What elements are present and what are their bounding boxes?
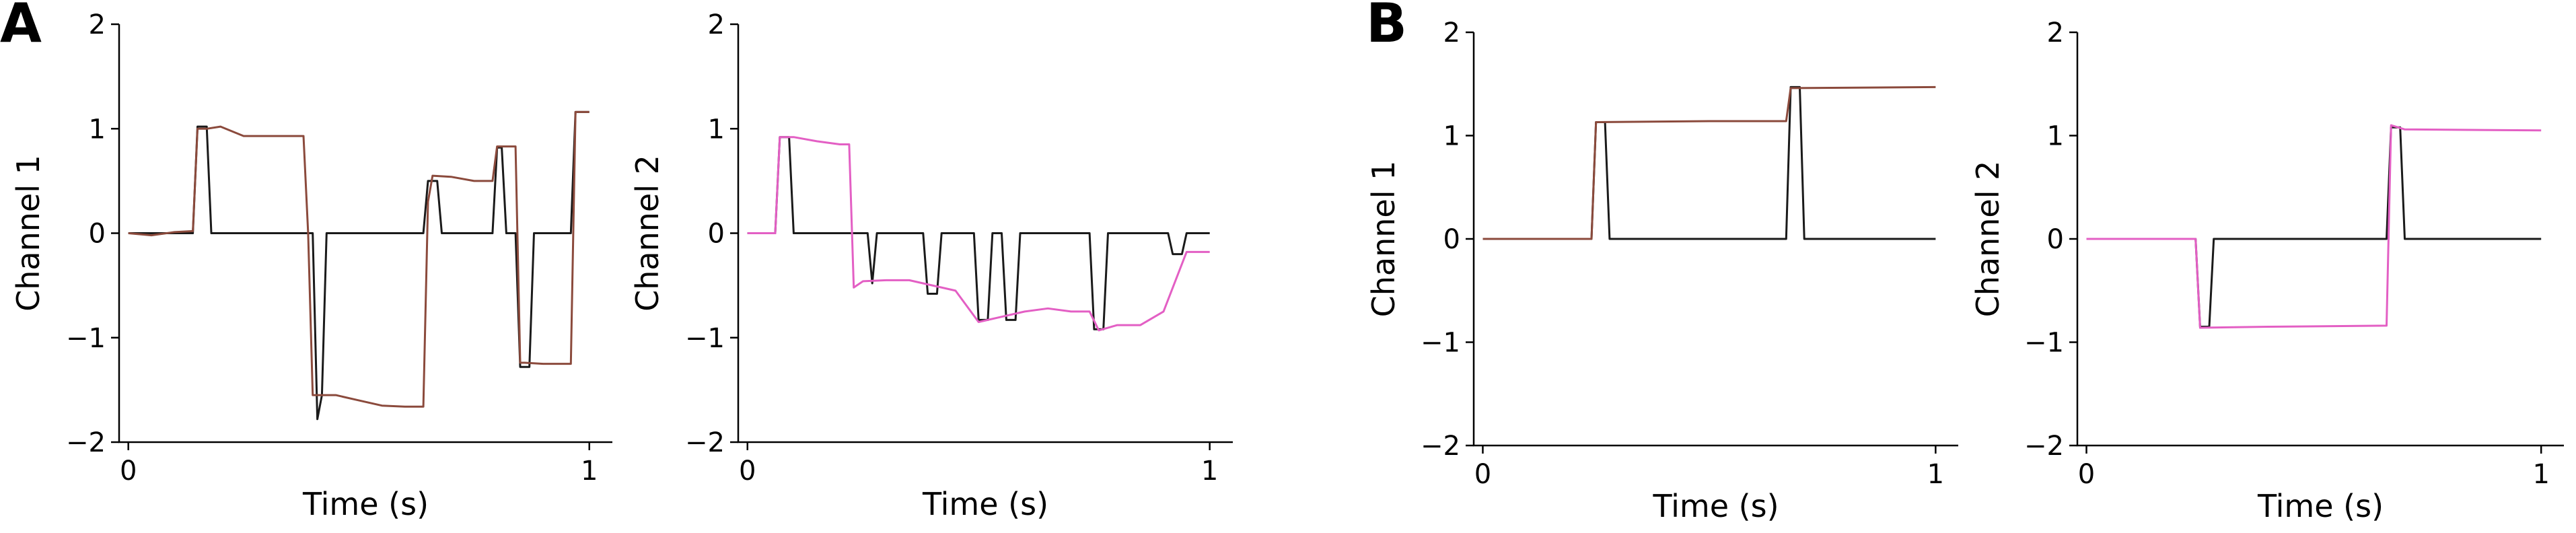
y-tick-label: −1 — [1421, 328, 1460, 359]
y-tick-label: −1 — [685, 323, 725, 354]
x-axis-label: Time (s) — [1652, 488, 1779, 524]
output-series-line — [128, 110, 589, 408]
y-tick-label: 2 — [2047, 17, 2064, 48]
y-tick-label: 0 — [2047, 224, 2064, 255]
y-axis-label: Channel 1 — [1365, 161, 1402, 318]
output-series-line — [747, 136, 1210, 332]
y-tick-label: 1 — [708, 114, 725, 145]
x-axis-label: Time (s) — [922, 486, 1048, 522]
x-tick-label: 0 — [739, 456, 756, 487]
target-series-line — [2086, 126, 2542, 328]
chart-a-channel-1: −2 −1 0 1 2 0 1 Time (s) Channel 1 — [10, 9, 612, 522]
target-series-line — [128, 110, 589, 421]
y-tick-label: −2 — [685, 427, 725, 458]
output-series-line — [2086, 124, 2542, 329]
y-tick-label: −2 — [66, 427, 106, 458]
y-tick-label: 0 — [89, 219, 106, 250]
y-tick-label: 0 — [708, 219, 725, 250]
y-tick-label: −2 — [2024, 431, 2064, 462]
x-tick-label: 1 — [581, 456, 598, 487]
y-tick-label: 1 — [2047, 121, 2064, 152]
target-series-line — [747, 136, 1210, 330]
y-tick-label: 2 — [1443, 17, 1460, 48]
y-tick-label: −1 — [66, 323, 106, 354]
y-tick-label: −2 — [1421, 431, 1460, 462]
target-series-line — [1482, 85, 1936, 240]
output-series-line — [1482, 85, 1936, 240]
y-tick-label: 2 — [89, 9, 106, 40]
x-axis-label: Time (s) — [2257, 488, 2384, 524]
chart-b-channel-1: −2 −1 0 1 2 0 1 Time (s) Channel 1 — [1365, 17, 1958, 524]
y-tick-label: 0 — [1443, 224, 1460, 255]
panel-label-b: B — [1366, 0, 1407, 55]
x-tick-label: 1 — [2532, 459, 2549, 490]
y-tick-label: 1 — [89, 114, 106, 145]
y-tick-label: 1 — [1443, 121, 1460, 152]
y-axis-label: Channel 1 — [10, 155, 46, 312]
y-tick-label: −1 — [2024, 328, 2064, 359]
x-axis-label: Time (s) — [302, 486, 429, 522]
panel-label-a: A — [0, 0, 42, 55]
x-tick-label: 1 — [1201, 456, 1218, 487]
x-tick-label: 0 — [1474, 459, 1491, 490]
y-axis-label: Channel 2 — [1970, 161, 2006, 318]
chart-a-channel-2: −2 −1 0 1 2 0 1 Time (s) Channel 2 — [629, 9, 1233, 522]
chart-b-channel-2: −2 −1 0 1 2 0 1 Time (s) Channel 2 — [1970, 17, 2564, 524]
x-tick-label: 1 — [1927, 459, 1944, 490]
y-tick-label: 2 — [708, 9, 725, 40]
x-tick-label: 0 — [120, 456, 137, 487]
y-axis-label: Channel 2 — [629, 155, 666, 312]
x-tick-label: 0 — [2078, 459, 2095, 490]
